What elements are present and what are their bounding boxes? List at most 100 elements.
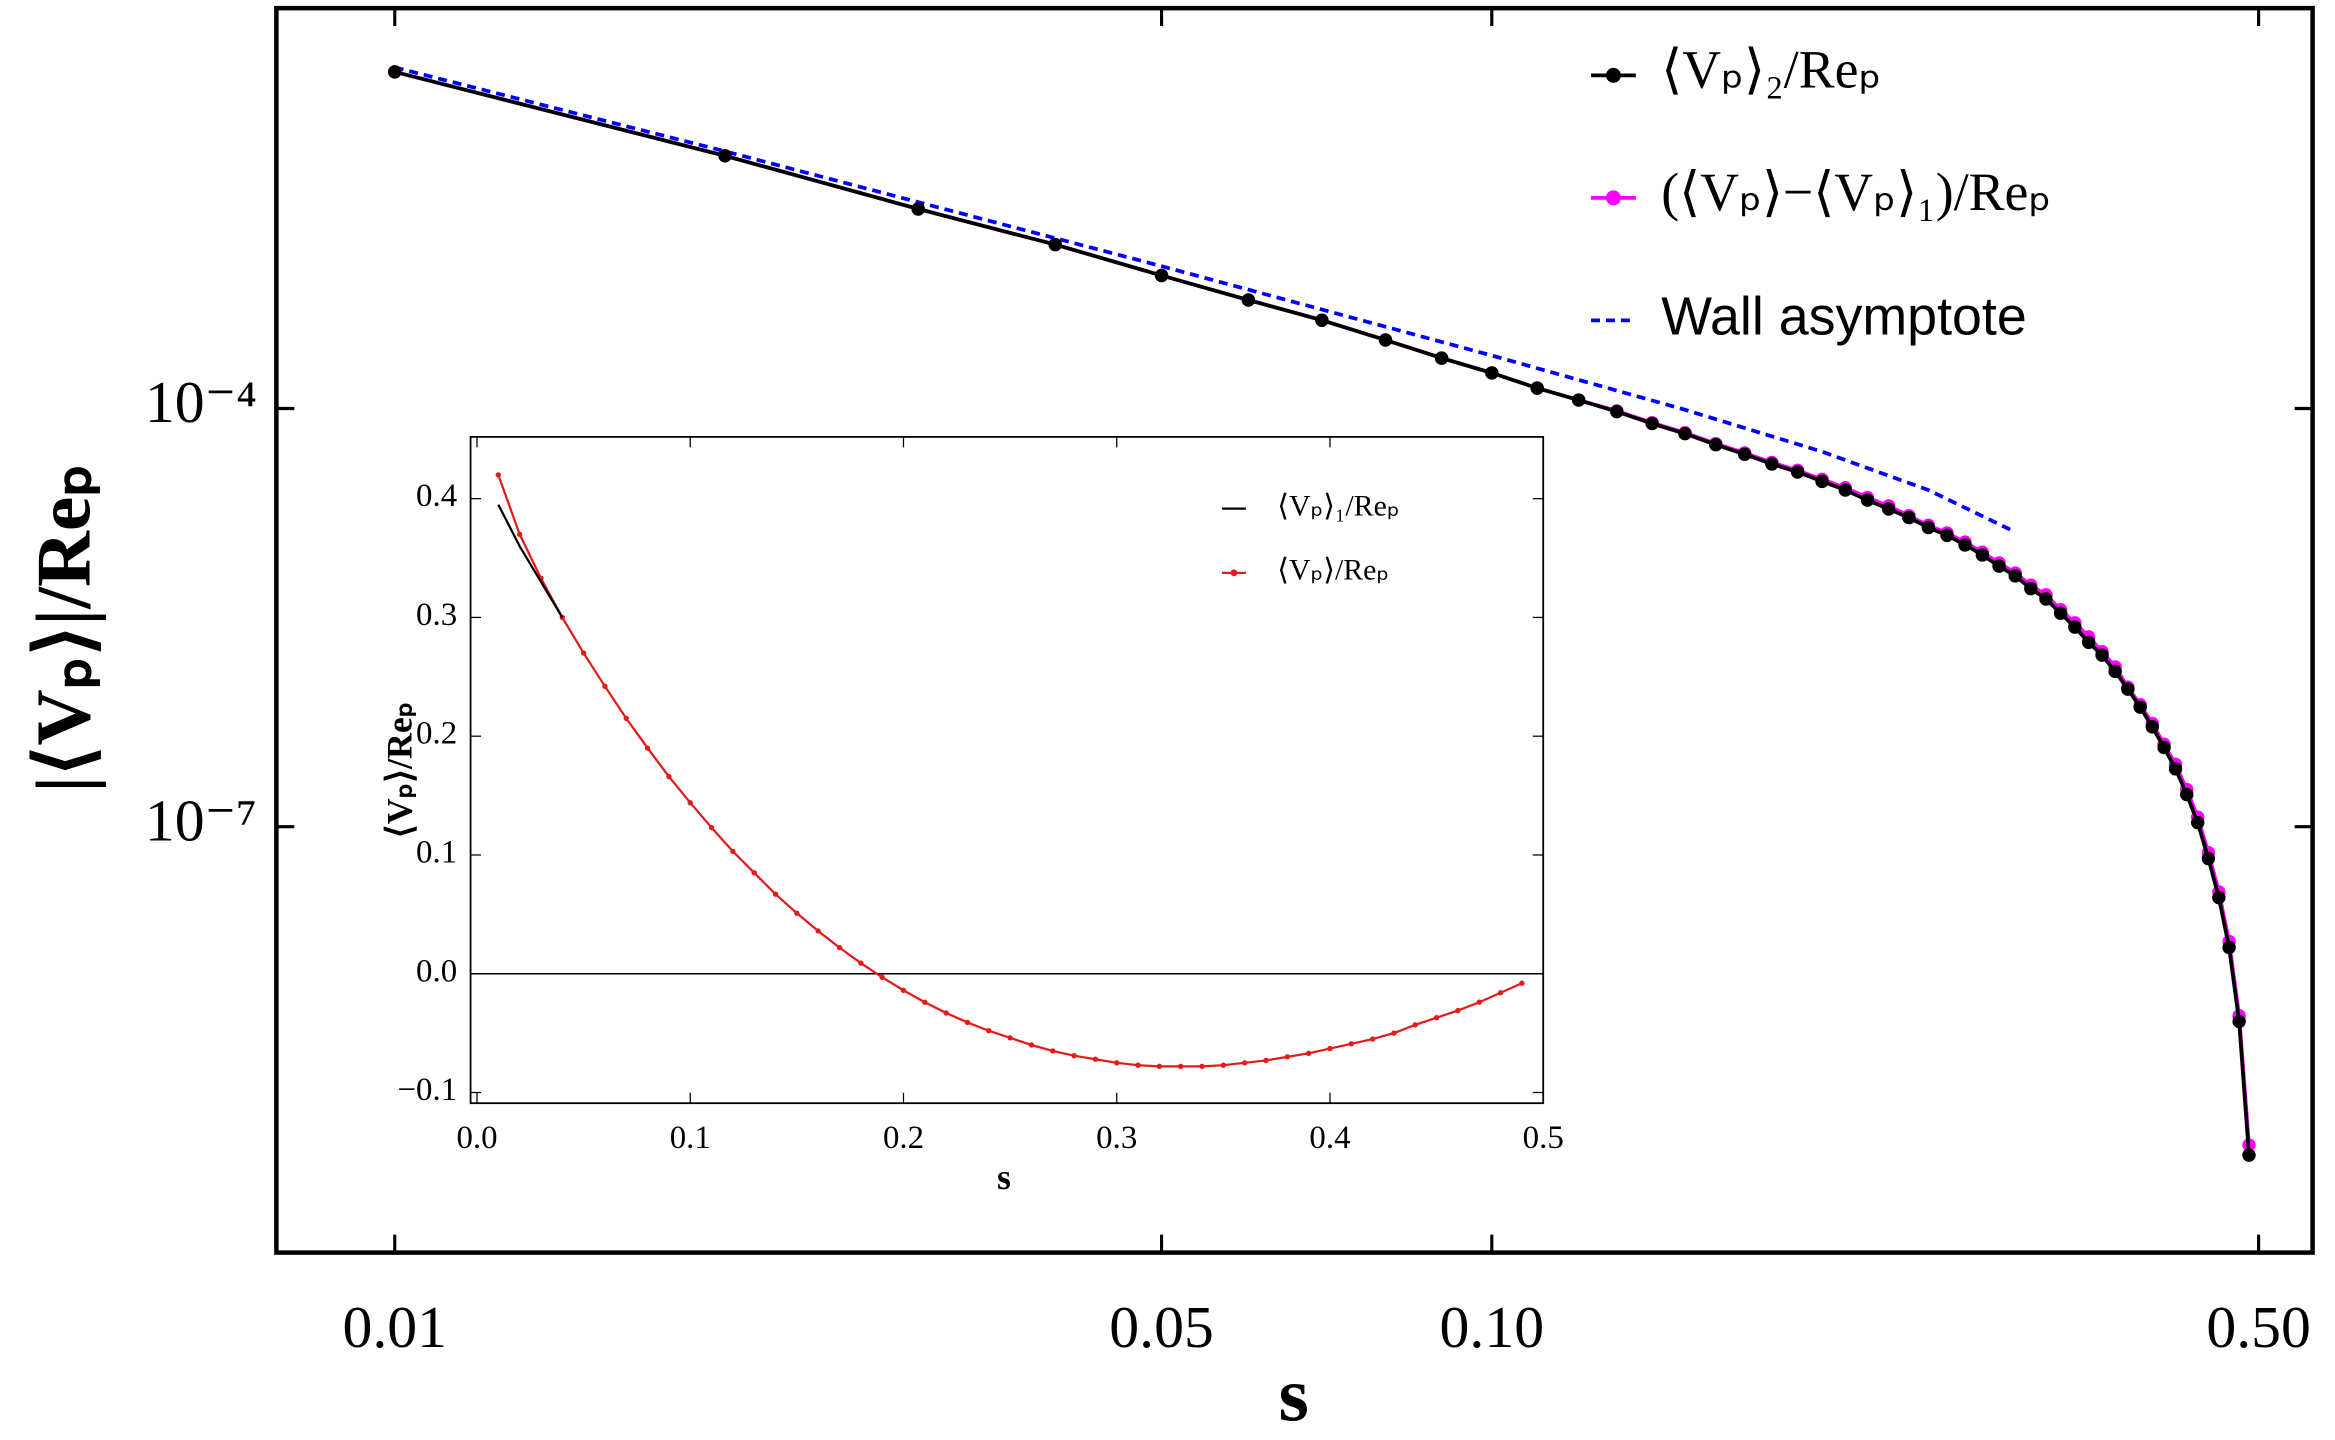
data-point: [1838, 483, 1853, 497]
data-point: [644, 745, 651, 751]
data-point: [1378, 333, 1393, 347]
data-point: [666, 773, 672, 780]
data-point: [1092, 1056, 1099, 1062]
data-point: [1992, 559, 2006, 573]
series-group: [388, 65, 2256, 1162]
x-tick-label: 0.5: [1523, 1120, 1564, 1156]
y-tick-label: 10⁻⁷: [145, 787, 257, 853]
data-point: [1737, 447, 1752, 461]
data-point: [1284, 1054, 1291, 1060]
data-point: [2242, 1148, 2256, 1162]
data-point: [730, 848, 736, 855]
data-point: [1369, 1036, 1376, 1042]
legend-label: ⟨Vₚ⟩/Reₚ: [1277, 554, 1389, 587]
data-point: [1958, 538, 1972, 552]
data-point: [1881, 502, 1896, 516]
data-point: [911, 202, 925, 216]
data-point: [687, 800, 693, 806]
data-point: [2053, 606, 2068, 620]
x-axis-title: s: [1279, 1351, 1309, 1437]
data-point: [1241, 1060, 1248, 1066]
data-point: [1154, 268, 1169, 283]
data-point: [1050, 1048, 1056, 1054]
data-point: [1902, 510, 1916, 525]
data-point: [2201, 851, 2216, 866]
data-point: [2190, 815, 2205, 830]
data-point: [1497, 990, 1504, 996]
y-axis-title: |⟨Vₚ⟩|/Reₚ: [21, 463, 107, 793]
data-point: [858, 960, 864, 966]
y-tick-label: 0.3: [416, 597, 457, 633]
y-tick-label: 0.0: [416, 953, 457, 989]
data-point: [1007, 1035, 1013, 1041]
data-point: [2157, 740, 2171, 755]
data-point: [2180, 787, 2194, 802]
data-point: [1178, 1063, 1184, 1070]
data-point: [1790, 465, 1805, 479]
data-point: [815, 928, 821, 934]
data-point: [836, 944, 843, 951]
data-point: [388, 65, 402, 79]
data-point: [1412, 1022, 1418, 1028]
data-point: [1765, 457, 1779, 471]
data-point: [1114, 1060, 1120, 1066]
legend-label: ⟨Vₚ⟩₁/Reₚ: [1277, 489, 1399, 522]
data-point: [602, 683, 608, 690]
data-point: [1199, 1063, 1205, 1070]
data-point: [1327, 1045, 1333, 1052]
x-tick-label: 0.3: [1096, 1120, 1137, 1156]
legend-label: Wall asymptote: [1661, 287, 2027, 347]
data-point: [1455, 1007, 1461, 1014]
x-tick-label: 0.01: [342, 1294, 447, 1360]
data-point: [1348, 1041, 1354, 1047]
data-point: [1433, 1014, 1440, 1021]
data-point: [1028, 1042, 1035, 1048]
data-point: [879, 974, 885, 980]
x-tick-label: 0.1: [670, 1120, 711, 1156]
data-point: [1519, 980, 1525, 986]
y-tick-label: 10⁻⁴: [145, 369, 257, 435]
data-point: [1815, 474, 1829, 489]
series-line: [394, 65, 2017, 534]
data-point: [1241, 293, 1256, 307]
data-point: [708, 824, 715, 831]
data-point: [1940, 528, 1954, 543]
data-point: [1391, 1030, 1397, 1036]
y-axis-title: ⟨Vₚ⟩/Reₚ: [380, 702, 420, 838]
data-point: [2039, 592, 2053, 606]
plot-frame: [274, 5, 2315, 1255]
series-line: [497, 504, 564, 619]
data-point: [1709, 437, 1723, 452]
data-point: [751, 870, 757, 876]
data-point: [1156, 1063, 1163, 1070]
y-tick-label: 0.1: [416, 835, 457, 871]
x-tick-label: 0.05: [1109, 1294, 1214, 1360]
legend-label: (⟨Vₚ⟩−⟨Vₚ⟩₁)/Reₚ: [1661, 162, 2051, 222]
data-point: [1220, 1062, 1227, 1068]
x-tick-label: 0.0: [456, 1120, 497, 1156]
data-point: [2145, 720, 2160, 734]
data-point: [2095, 648, 2109, 662]
data-point: [2222, 940, 2236, 955]
data-point: [623, 715, 629, 722]
data-point: [2024, 581, 2038, 596]
data-point: [2212, 890, 2226, 905]
data-point: [1305, 1050, 1312, 1056]
data-point: [1530, 381, 1544, 395]
data-point: [922, 999, 928, 1005]
data-point: [1678, 426, 1692, 441]
plot: 0.0 0.1 0.2 0.3 0.4 0.5 −0.1 0.0 0.1 0.2 0.3 0.4 s ⟨V…: [380, 436, 1564, 1197]
data-point: [1135, 1062, 1141, 1068]
data-point: [516, 531, 523, 537]
data-point: [1645, 416, 1659, 431]
legend-label: ⟨Vₚ⟩₂/Reₚ: [1661, 40, 1881, 100]
x-tick-label: 0.10: [1440, 1294, 1545, 1360]
data-point: [718, 149, 732, 163]
data-point: [1315, 313, 1329, 327]
plot: 0.01 0.05 0.10 0.50 10⁻⁷ 10⁻⁴ s |⟨Vₚ⟩|/Reₚ ⟨Vₚ⟩₂…: [21, 5, 2315, 1437]
data-point: [2232, 1014, 2246, 1029]
data-point: [794, 910, 800, 916]
data-point: [2068, 620, 2082, 634]
